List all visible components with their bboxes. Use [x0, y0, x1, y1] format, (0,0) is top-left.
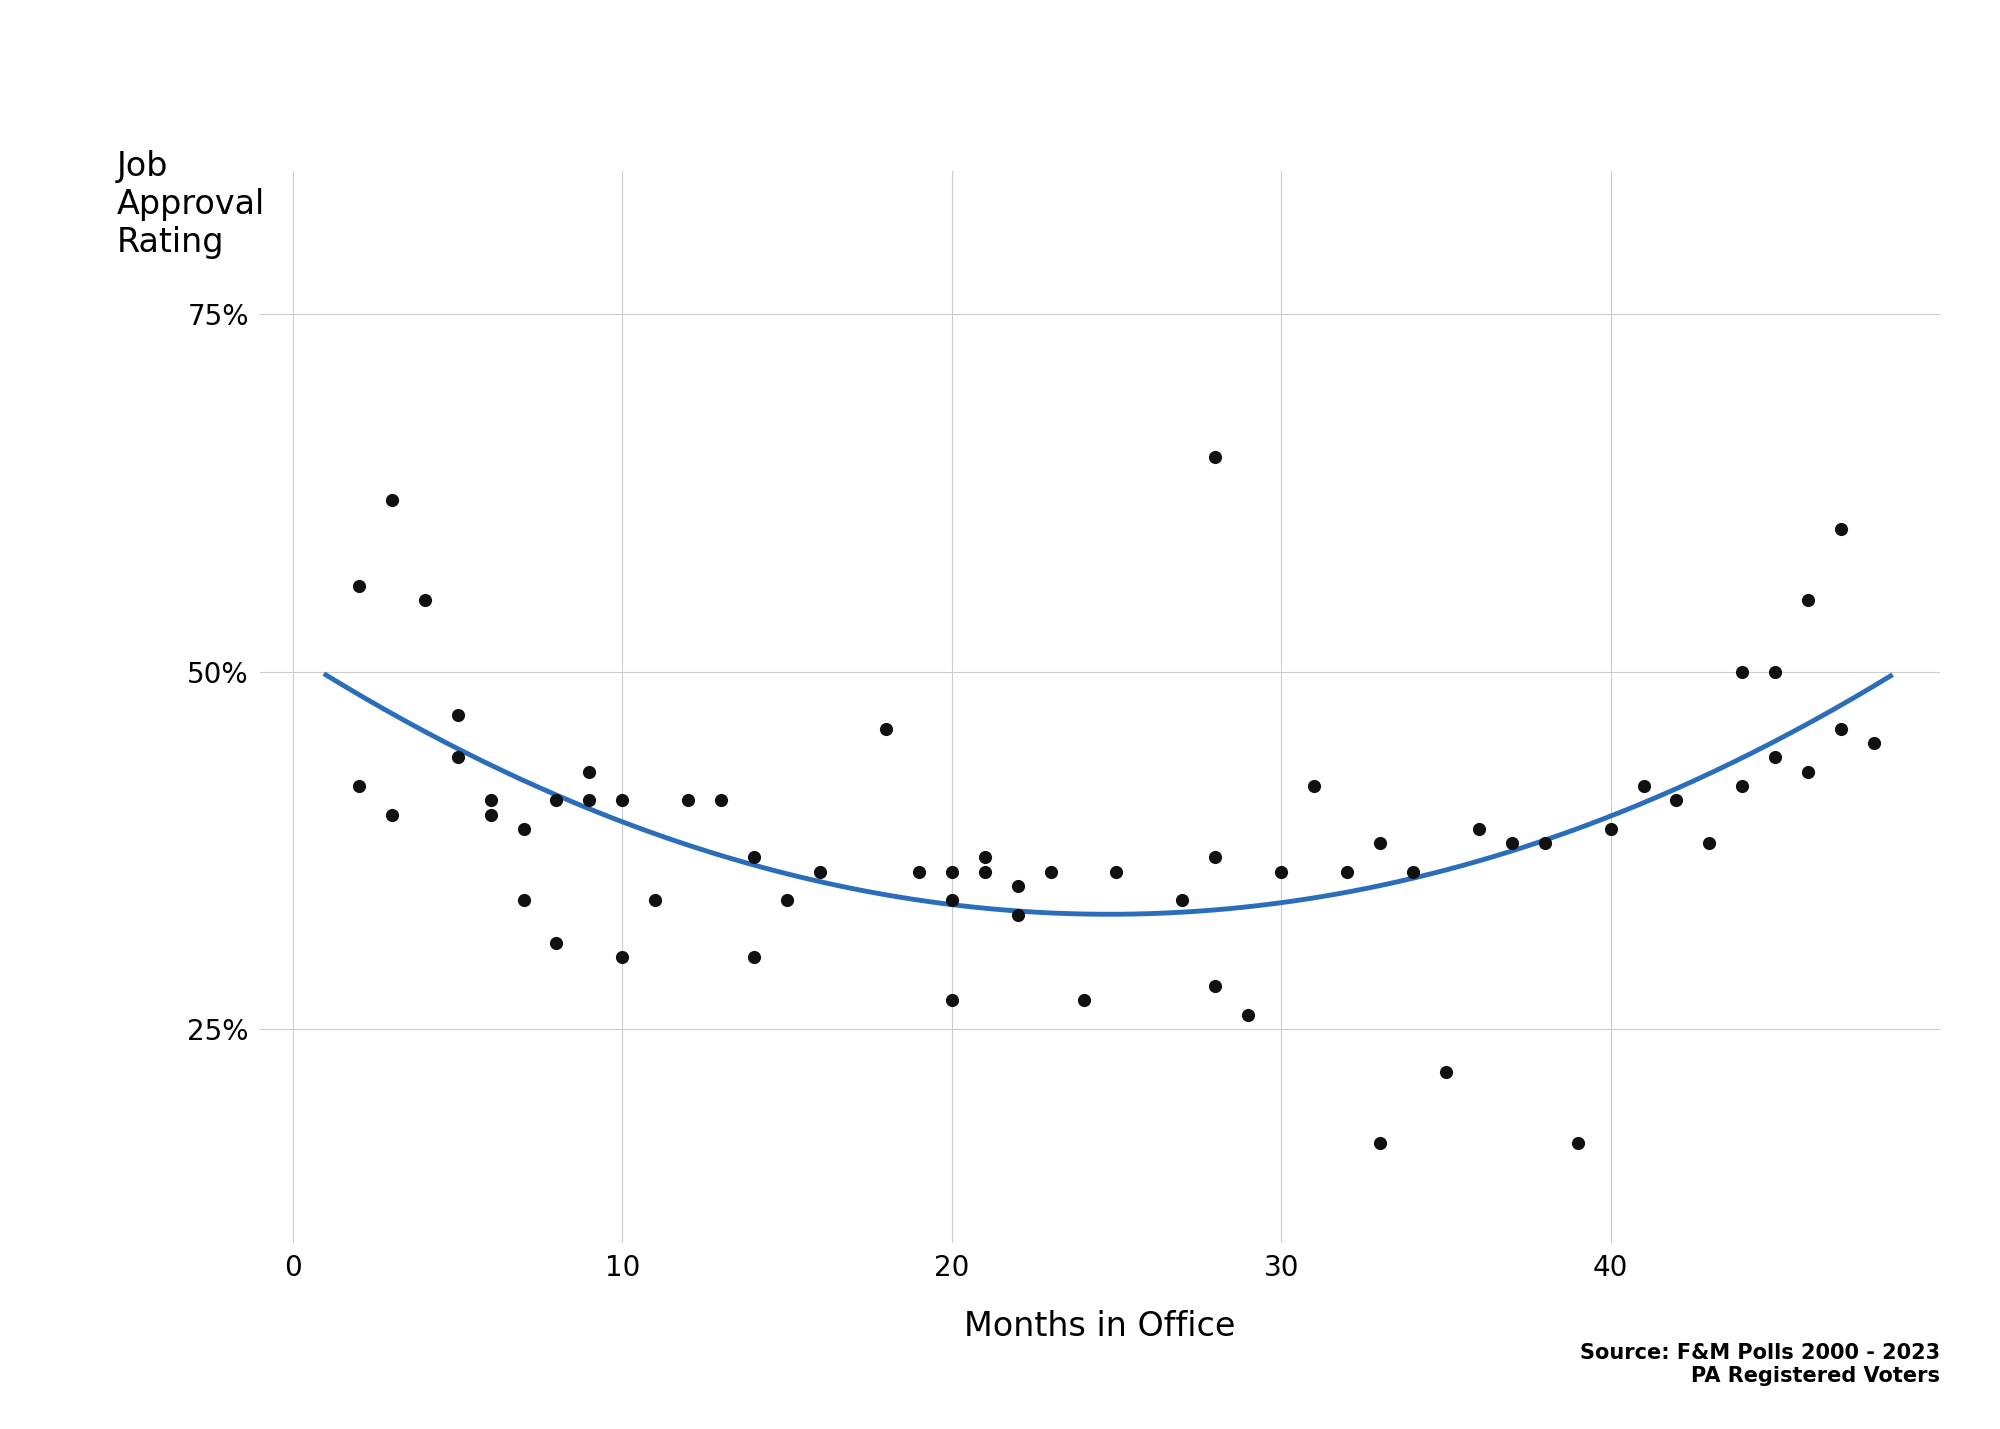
Point	[1200, 975, 1232, 997]
Point	[1298, 775, 1330, 797]
Point	[1068, 989, 1100, 1012]
Point	[574, 760, 606, 783]
Point	[508, 889, 540, 912]
Point	[1332, 860, 1364, 883]
Point	[376, 803, 408, 826]
Point	[772, 889, 804, 912]
Point	[1166, 889, 1198, 912]
Point	[1694, 832, 1726, 855]
Point	[1200, 846, 1232, 869]
Point	[606, 946, 638, 969]
Point	[804, 860, 836, 883]
Point	[540, 932, 572, 955]
Point	[1430, 1060, 1462, 1083]
Point	[738, 946, 770, 969]
Point	[968, 846, 1000, 869]
Point	[1792, 760, 1824, 783]
Point	[936, 889, 968, 912]
Point	[870, 717, 902, 740]
Point	[1462, 817, 1494, 840]
Point	[1528, 832, 1560, 855]
Point	[1726, 775, 1758, 797]
Point	[408, 589, 440, 612]
Point	[540, 789, 572, 812]
Point	[936, 989, 968, 1012]
Point	[1826, 717, 1858, 740]
Y-axis label: Job
Approval
Rating: Job Approval Rating	[118, 150, 266, 260]
Point	[474, 803, 506, 826]
Point	[342, 775, 374, 797]
Point	[902, 860, 934, 883]
Point	[1266, 860, 1298, 883]
Point	[1002, 875, 1034, 897]
Point	[574, 789, 606, 812]
Point	[1100, 860, 1132, 883]
Point	[1200, 446, 1232, 469]
Point	[442, 703, 474, 726]
X-axis label: Months in Office: Months in Office	[964, 1310, 1236, 1343]
Point	[1858, 732, 1890, 755]
Text: Source: F&M Polls 2000 - 2023
PA Registered Voters: Source: F&M Polls 2000 - 2023 PA Registe…	[1580, 1343, 1940, 1386]
Point	[1726, 660, 1758, 683]
Point	[606, 789, 638, 812]
Point	[640, 889, 672, 912]
Point	[1496, 832, 1528, 855]
Point	[1826, 517, 1858, 540]
Point	[1002, 903, 1034, 926]
Point	[1562, 1132, 1594, 1155]
Point	[1034, 860, 1066, 883]
Point	[706, 789, 738, 812]
Point	[738, 846, 770, 869]
Point	[1760, 746, 1792, 769]
Point	[1760, 660, 1792, 683]
Point	[376, 489, 408, 512]
Point	[1364, 832, 1396, 855]
Point	[936, 860, 968, 883]
Point	[672, 789, 704, 812]
Point	[1594, 817, 1626, 840]
Point	[1364, 1132, 1396, 1155]
Point	[1628, 775, 1660, 797]
Point	[1396, 860, 1428, 883]
Point	[1232, 1003, 1264, 1026]
Point	[442, 746, 474, 769]
Point	[1660, 789, 1692, 812]
Point	[968, 860, 1000, 883]
Point	[508, 817, 540, 840]
Point	[1792, 589, 1824, 612]
Point	[474, 789, 506, 812]
Point	[342, 574, 374, 597]
